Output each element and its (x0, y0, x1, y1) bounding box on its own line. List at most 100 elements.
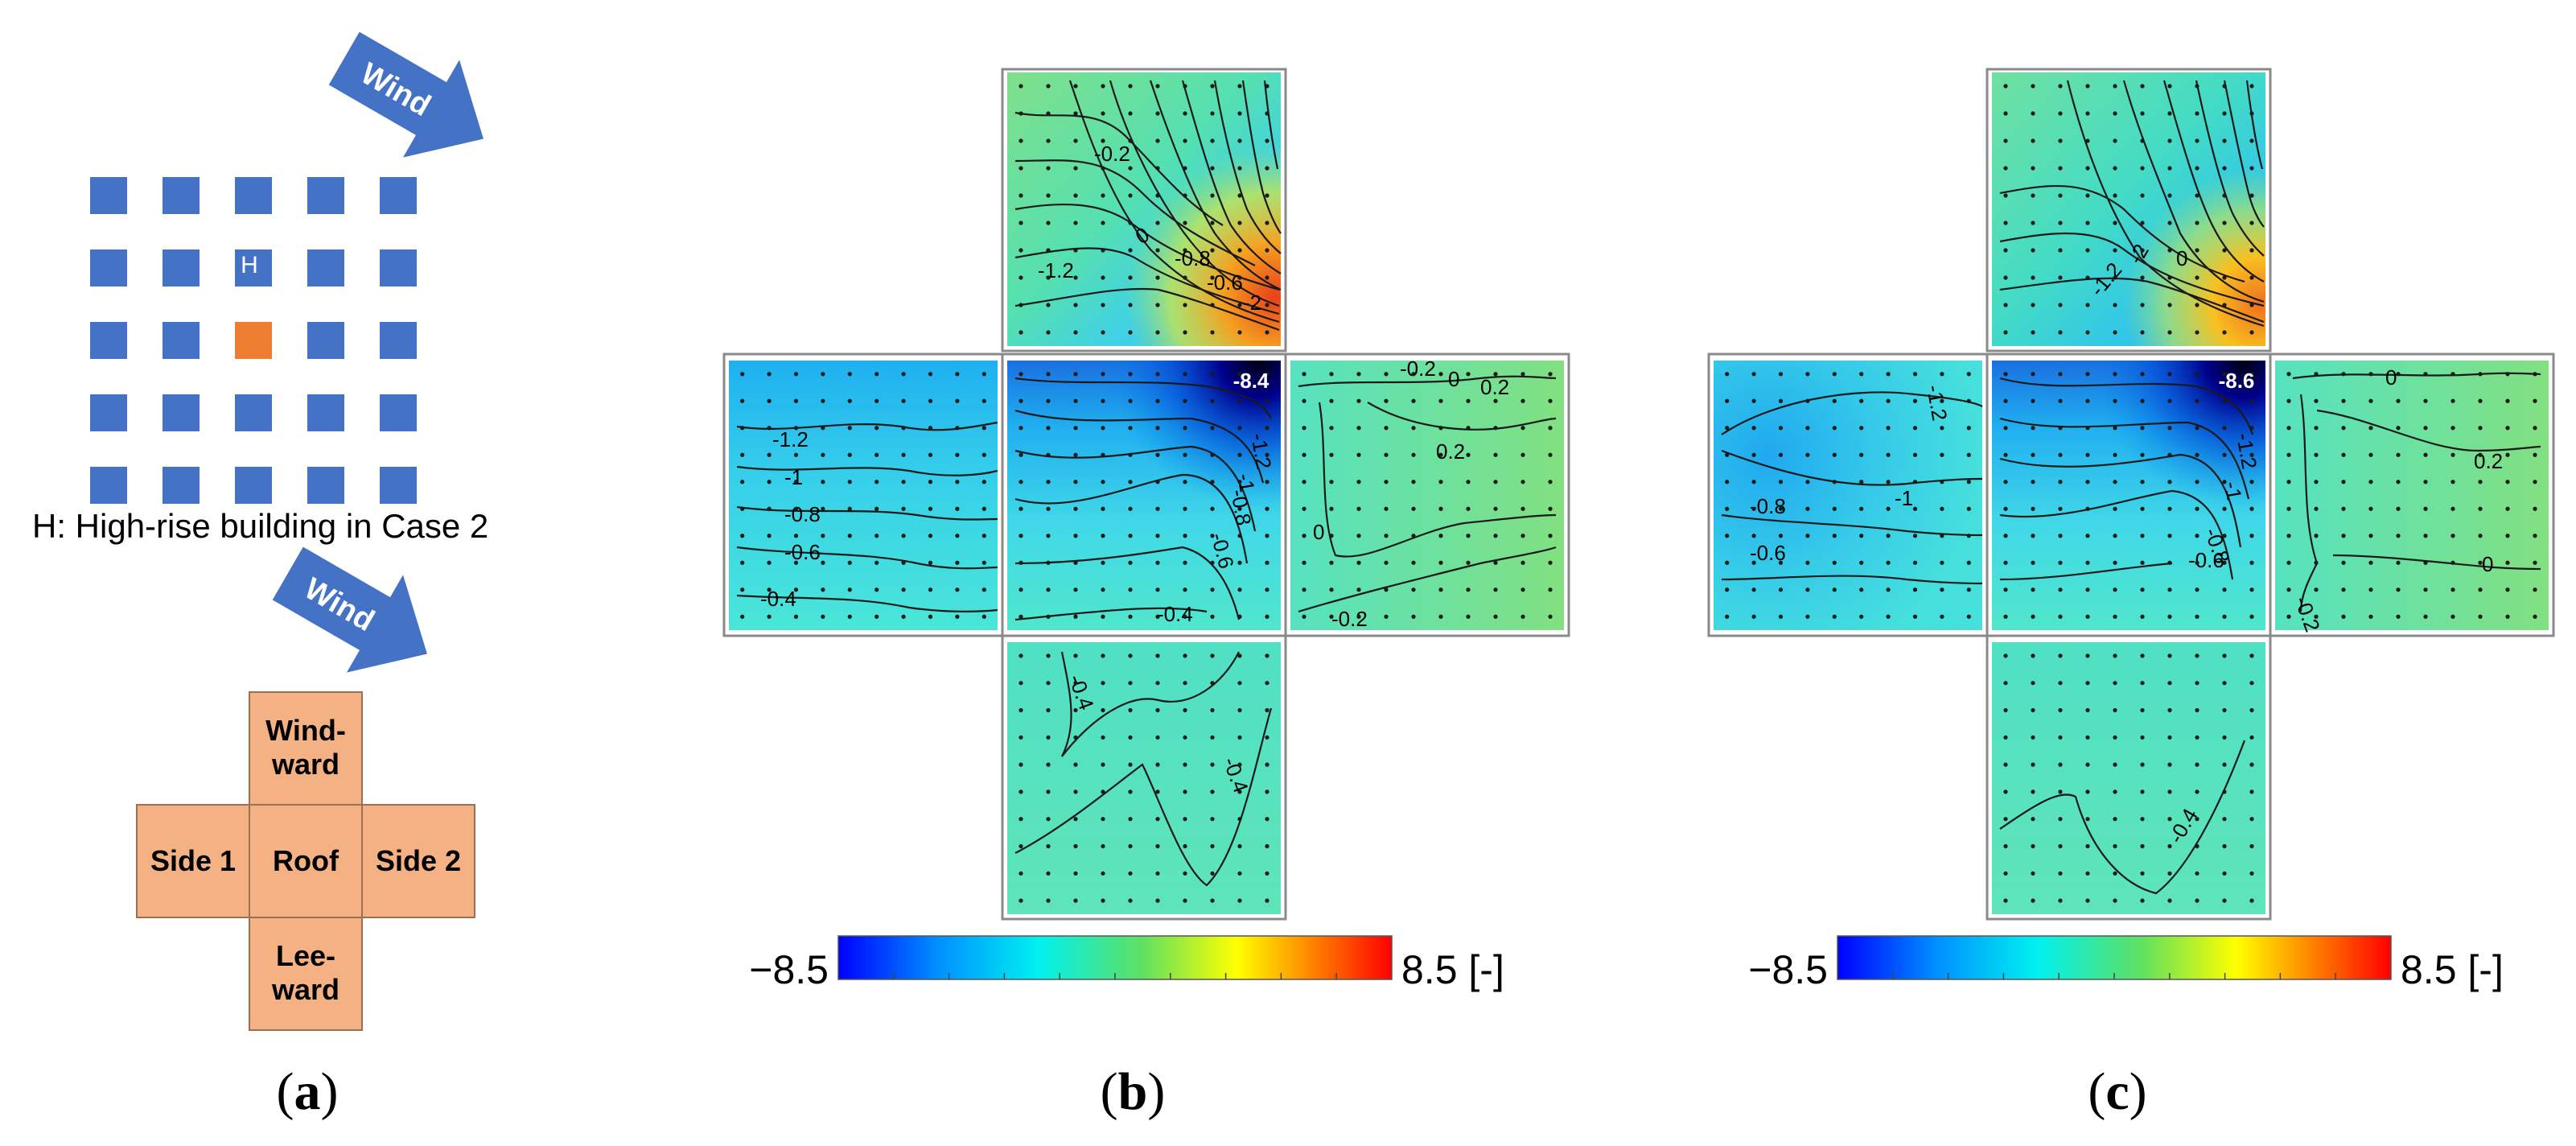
pressure-tap (2195, 735, 2199, 740)
pressure-tap (1018, 843, 1023, 849)
pressure-tap (874, 560, 879, 565)
c-side2-label-0: 0 (2385, 365, 2397, 390)
pressure-tap (1018, 111, 1023, 116)
pressure-tap (1128, 871, 1133, 876)
pressure-tap (1155, 614, 1160, 619)
pressure-tap (1183, 138, 1187, 143)
b-side1-label-0: -1.2 (772, 427, 809, 451)
pressure-tap (1046, 560, 1051, 565)
pressure-tap (1265, 452, 1269, 457)
pressure-tap (2167, 587, 2172, 592)
pressure-tap (2478, 372, 2483, 377)
pressure-tap (901, 452, 906, 457)
pressure-tap (2140, 871, 2145, 876)
pressure-tap (1265, 653, 1269, 658)
c-side2-label-1: 0.2 (2474, 449, 2503, 473)
pressure-tap (2085, 614, 2090, 619)
pressure-tap (2058, 843, 2063, 849)
pressure-tap (767, 426, 772, 431)
pressure-tap (2031, 653, 2035, 658)
pressure-tap (1073, 681, 1078, 686)
pressure-tap (2085, 452, 2090, 457)
pressure-tap (901, 426, 906, 431)
pressure-tap (955, 506, 960, 511)
face-side2-label: Side 2 (376, 844, 461, 877)
pressure-tap (928, 506, 933, 511)
pressure-tap (1912, 587, 1918, 592)
pressure-tap (1128, 843, 1133, 849)
pressure-tap (1018, 534, 1023, 538)
pressure-tap (1046, 762, 1051, 767)
pressure-tap (2113, 398, 2117, 403)
pressure-tap (1411, 587, 1416, 592)
pressure-tap (2167, 166, 2172, 171)
b-roof-label-1: -1 (1232, 472, 1260, 494)
pressure-tap (1265, 560, 1269, 565)
pressure-tap (767, 480, 772, 484)
pressure-tap (1411, 560, 1416, 565)
pressure-tap (1128, 762, 1133, 767)
pressure-tap (1183, 762, 1187, 767)
pressure-tap (2167, 653, 2172, 658)
pressure-tap (1183, 898, 1187, 903)
pressure-tap (1520, 398, 1525, 403)
pressure-tap (2113, 480, 2117, 484)
pressure-tap (1237, 614, 1242, 619)
pressure-tap (2031, 166, 2035, 171)
pressure-tap (821, 560, 825, 565)
pressure-tap (2167, 871, 2172, 876)
panel-b-label: (b) (1101, 1062, 1166, 1121)
pressure-tap (2249, 681, 2254, 686)
b-leeward-field (1007, 642, 1281, 914)
pressure-tap (2140, 372, 2145, 377)
pressure-tap (1210, 707, 1215, 713)
pressure-tap (2113, 84, 2117, 89)
pressure-tap (1832, 587, 1837, 592)
pressure-tap (2341, 506, 2346, 511)
b-side1-label-2: -0.8 (784, 502, 821, 526)
pressure-tap (740, 534, 745, 538)
pressure-tap (1466, 480, 1471, 484)
pressure-tap (1384, 587, 1389, 592)
pressure-tap (1912, 480, 1918, 484)
pressure-tap (1155, 398, 1160, 403)
pressure-tap (1778, 614, 1784, 619)
pressure-tap (1018, 871, 1023, 876)
b-side1-field (729, 361, 998, 630)
pressure-tap (2249, 871, 2254, 876)
pressure-tap (1073, 275, 1078, 280)
pressure-tap (767, 560, 772, 565)
pressure-tap (2533, 614, 2537, 619)
pressure-tap (1466, 587, 1471, 592)
pressure-tap (1101, 372, 1105, 377)
pressure-tap (1073, 221, 1078, 225)
pressure-tap (2249, 735, 2254, 740)
pressure-tap (955, 614, 960, 619)
pressure-tap (1832, 398, 1837, 403)
pressure-tap (2533, 587, 2537, 592)
pressure-tap (2085, 111, 2090, 116)
pressure-tap (1329, 372, 1334, 377)
surrounding-block (380, 394, 417, 431)
pressure-tap (2167, 560, 2172, 565)
pressure-tap (1329, 614, 1334, 619)
pressure-tap (740, 587, 745, 592)
pressure-tap (1046, 426, 1051, 431)
pressure-tap (1329, 506, 1334, 511)
pressure-tap (821, 534, 825, 538)
pressure-tap (1018, 330, 1023, 335)
pressure-tap (2058, 817, 2063, 822)
pressure-tap (1046, 871, 1051, 876)
pressure-tap (2249, 534, 2254, 538)
pressure-tap (1302, 506, 1307, 511)
pressure-tap (1046, 221, 1051, 225)
pressure-tap (1018, 480, 1023, 484)
surrounding-block (90, 467, 127, 504)
pressure-tap (821, 398, 825, 403)
pressure-tap (1265, 248, 1269, 253)
pressure-tap (1384, 534, 1389, 538)
pressure-tap (1940, 587, 1944, 592)
pressure-tap (2222, 452, 2227, 457)
pressure-tap (1210, 398, 1215, 403)
pressure-tap (1046, 587, 1051, 592)
